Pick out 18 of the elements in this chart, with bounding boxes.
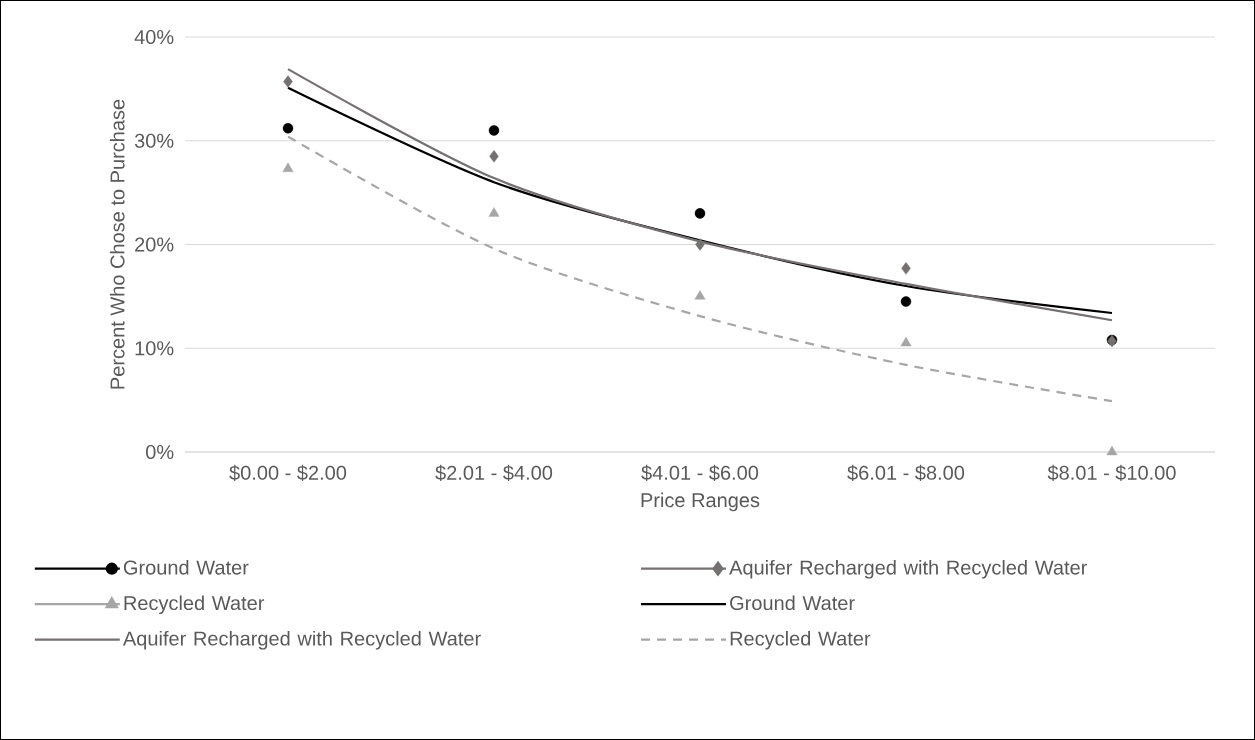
legend-label: Aquifer Recharged with Recycled Water xyxy=(122,630,481,650)
x-tick-label: $2.01 - $4.00 xyxy=(435,464,553,482)
y-tick-label: 30% xyxy=(134,133,174,148)
legend-label: Ground Water xyxy=(730,595,855,611)
x-axis-title: Price Ranges xyxy=(641,492,760,512)
legend-label: Recycled Water xyxy=(730,630,871,650)
y-tick-label: 20% xyxy=(135,237,174,252)
y-tick-label: 0% xyxy=(146,444,174,460)
legend-label: Ground Water xyxy=(123,559,249,575)
legend-label: Aquifer Recharged with Recycled Water xyxy=(729,559,1088,579)
legend-label: Recycled Water xyxy=(124,595,265,615)
x-tick-label: $4.01 - $6.00 xyxy=(641,464,759,482)
x-tick-label: $8.01 - $10.00 xyxy=(1047,464,1176,482)
x-tick-label: $6.01 - $8.00 xyxy=(847,464,965,482)
y-tick-label: 10% xyxy=(135,341,174,356)
x-tick-label: $0.00 - $2.00 xyxy=(229,464,347,482)
y-axis-title: Percent Who Chose to Purchase xyxy=(109,99,125,389)
y-tick-label: 40% xyxy=(134,29,174,45)
